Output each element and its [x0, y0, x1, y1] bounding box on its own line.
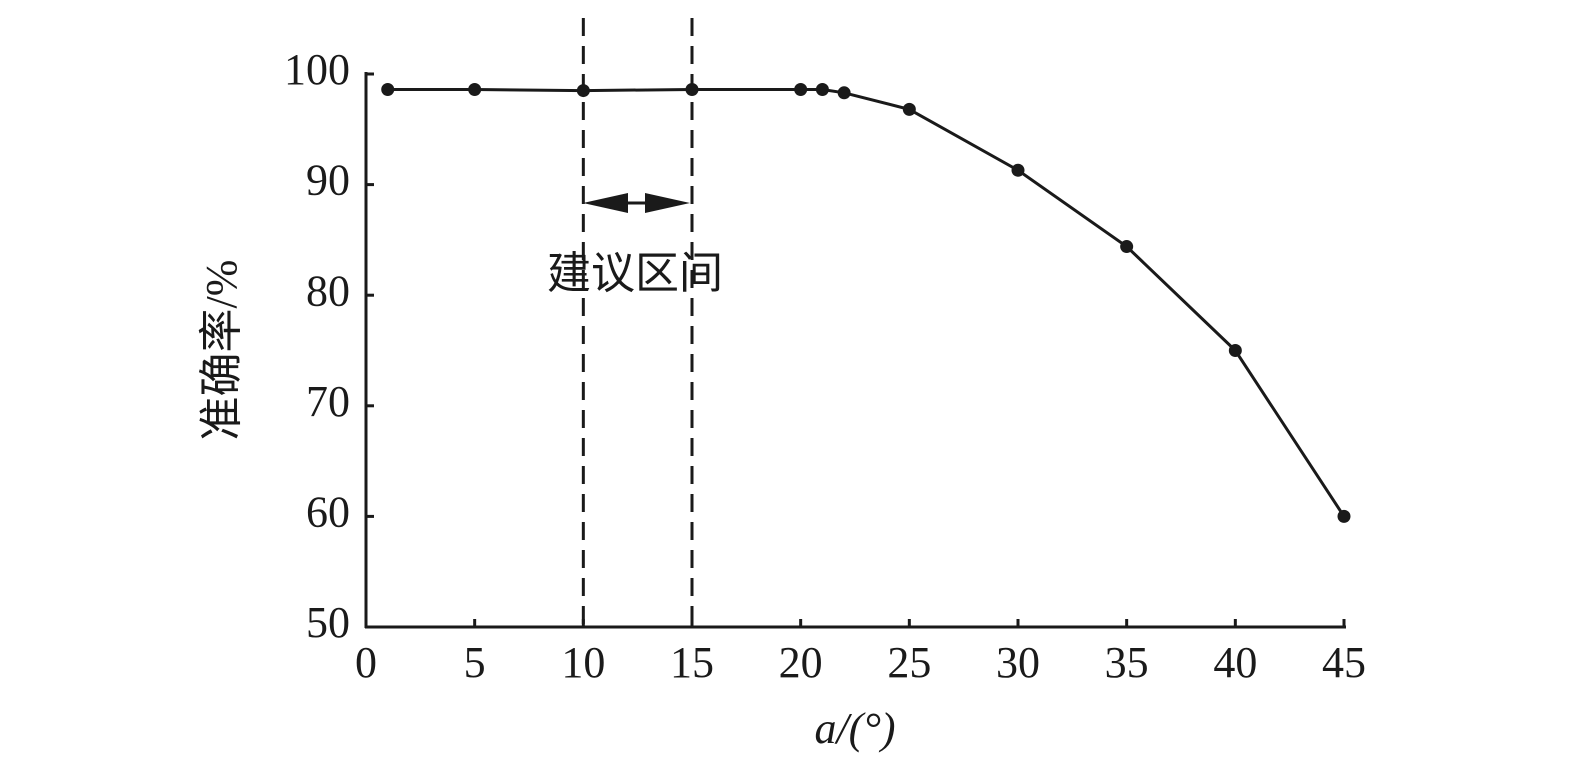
x-tick-label: 25: [887, 638, 931, 687]
point: [685, 82, 699, 96]
line: [387, 87, 1346, 518]
y-axis-label: 准确率/%: [197, 260, 246, 441]
x-tick-label: 45: [1322, 638, 1366, 687]
x-tick-label: 20: [779, 638, 823, 687]
x-axis-label: a/(°): [814, 704, 895, 753]
point: [381, 82, 395, 96]
x-tick-label: 5: [464, 638, 486, 687]
point: [1120, 240, 1134, 254]
y-tick-label: 90: [306, 156, 350, 205]
y-tick-label: 50: [306, 598, 350, 647]
point: [794, 82, 808, 96]
y-tick-label: 100: [284, 45, 350, 94]
point: [1228, 344, 1242, 357]
point: [1011, 163, 1025, 177]
point: [468, 82, 482, 96]
x-tick-label: 0: [355, 638, 377, 687]
point: [815, 82, 829, 96]
x-tick-label: 15: [670, 638, 714, 687]
point: [1337, 509, 1351, 523]
x-tick-label: 10: [561, 638, 605, 687]
y-tick-label: 60: [306, 487, 350, 536]
y-tick-label: 70: [306, 377, 350, 426]
x-tick-label: 35: [1105, 638, 1149, 687]
x-tick-label: 40: [1213, 638, 1257, 687]
point: [837, 86, 851, 100]
x-tick-label: 30: [996, 638, 1040, 687]
point: [902, 102, 916, 116]
point: [576, 84, 590, 98]
annotation: 建议区间: [547, 249, 723, 298]
y-tick-label: 80: [306, 266, 350, 315]
range-arrow: [583, 193, 690, 213]
